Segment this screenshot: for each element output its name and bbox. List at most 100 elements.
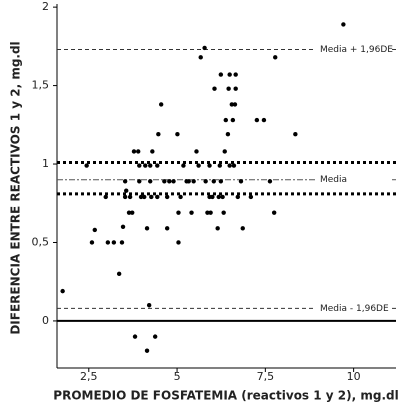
point	[189, 210, 194, 215]
point	[131, 149, 137, 154]
point	[158, 102, 164, 107]
point	[216, 194, 221, 200]
point	[186, 179, 191, 184]
point	[148, 179, 153, 184]
point	[124, 188, 129, 193]
point	[198, 55, 203, 60]
point	[233, 72, 238, 77]
point	[60, 288, 65, 294]
point	[293, 132, 298, 137]
point	[215, 226, 220, 231]
point	[142, 194, 147, 200]
point	[225, 132, 231, 137]
point	[167, 179, 172, 184]
point	[223, 117, 228, 123]
point	[238, 179, 244, 184]
point	[194, 149, 199, 154]
point	[235, 194, 240, 200]
point	[226, 86, 231, 91]
point	[148, 163, 153, 168]
y-tick-label: 2	[42, 0, 49, 13]
point	[120, 224, 126, 229]
point	[92, 227, 97, 233]
reference-label: Media	[320, 175, 347, 185]
point	[230, 117, 236, 123]
point	[227, 163, 232, 168]
point	[176, 240, 181, 245]
point	[208, 210, 213, 215]
point	[196, 163, 201, 168]
point	[227, 72, 232, 77]
point	[136, 149, 141, 154]
point	[273, 55, 278, 60]
point	[175, 132, 180, 137]
point	[111, 240, 117, 245]
x-tick-label: 7,5	[257, 370, 275, 383]
point	[229, 102, 234, 107]
point	[152, 334, 158, 339]
point	[127, 194, 133, 200]
point	[116, 271, 122, 277]
point	[178, 194, 183, 200]
point	[171, 179, 176, 184]
point	[231, 163, 237, 168]
point	[103, 194, 108, 200]
point	[267, 179, 273, 184]
point	[202, 45, 207, 51]
point	[205, 210, 210, 215]
point	[217, 163, 222, 168]
point	[248, 194, 254, 200]
point	[212, 86, 217, 91]
x-tick-label: 5	[174, 370, 181, 383]
point	[341, 22, 346, 27]
x-tick-label: 10	[347, 370, 361, 383]
point	[130, 210, 135, 215]
x-axis-label: PROMEDIO DE FOSFATEMIA (reactivos 1 y 2)…	[53, 389, 398, 403]
point	[144, 226, 150, 231]
y-tick-label: 0,5	[32, 235, 50, 248]
point	[84, 163, 89, 168]
point	[218, 179, 224, 184]
point	[221, 210, 226, 215]
reference-label: Media - 1,96DE	[320, 304, 389, 314]
point	[137, 163, 142, 168]
point	[203, 179, 208, 184]
point	[181, 163, 186, 168]
point	[119, 240, 125, 245]
point	[261, 117, 267, 123]
point	[218, 72, 224, 77]
point	[162, 179, 167, 184]
point	[191, 179, 196, 184]
y-tick-label: 0	[42, 314, 49, 327]
point	[122, 179, 128, 184]
y-axis-label: DIFERENCIA ENTRE REACTIVOS 1 y 2, mg.dl	[9, 41, 23, 334]
point	[144, 348, 150, 353]
point	[232, 102, 238, 107]
point	[164, 226, 170, 231]
point	[220, 194, 225, 200]
point	[210, 194, 215, 200]
point	[155, 194, 160, 200]
point	[146, 303, 152, 308]
point	[222, 149, 227, 154]
point	[143, 163, 148, 168]
point	[137, 179, 142, 184]
point	[207, 163, 212, 168]
point	[126, 210, 132, 215]
point	[138, 194, 144, 200]
reference-label: Media + 1,96DE	[320, 45, 393, 55]
point	[164, 194, 170, 200]
point	[105, 240, 111, 245]
point	[240, 226, 245, 231]
point	[89, 240, 95, 245]
y-tick-label: 1	[42, 157, 49, 170]
point	[176, 210, 181, 215]
point	[233, 86, 238, 91]
point	[122, 194, 128, 200]
point	[156, 132, 161, 137]
point	[150, 149, 155, 154]
x-tick-label: 2,5	[80, 370, 98, 383]
point	[149, 194, 154, 200]
